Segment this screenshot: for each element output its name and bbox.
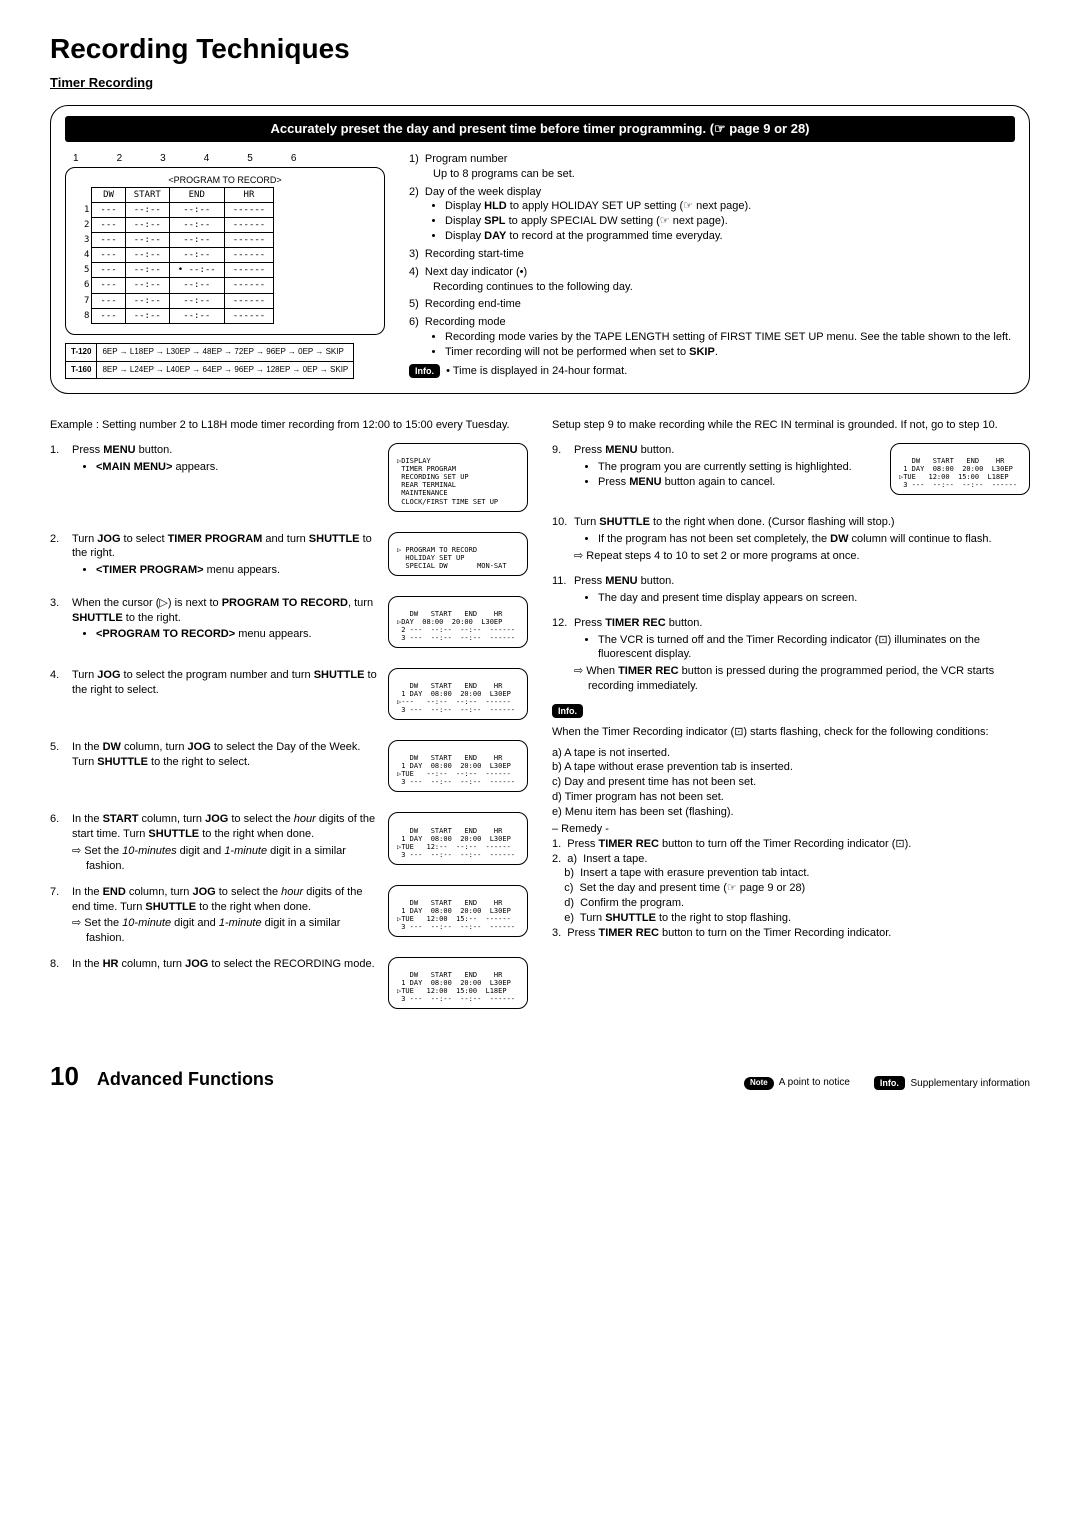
setup9-text: Setup step 9 to make recording while the… [552,418,1030,433]
tape-mode-table: T-1206EP → L18EP → L30EP → 48EP → 72EP →… [65,343,354,380]
steps-left: 1.Press MENU button.<MAIN MENU> appears.… [50,443,528,1019]
preset-banner: Accurately preset the day and present ti… [65,116,1015,142]
column-number-labels: 123456 [65,152,385,166]
program-table: DWSTARTENDHR1-----:----:--------2-----:-… [76,187,274,324]
page-number: 10 [50,1059,79,1094]
info-badge-footer: Info. [874,1076,905,1090]
info-time-note: Time is displayed in 24-hour format. [453,365,627,377]
note-badge: Note [744,1077,774,1090]
remedy-label: – Remedy - [552,822,1030,837]
screen-title: <PROGRAM TO RECORD> [76,174,374,186]
example-text: Example : Setting number 2 to L18H mode … [50,418,528,433]
info-badge: Info. [409,364,440,378]
section-name: Advanced Functions [97,1067,274,1091]
note-text: A point to notice [779,1077,850,1088]
page-title: Recording Techniques [50,30,1030,68]
flashing-intro: When the Timer Recording indicator (⊡) s… [552,725,1030,740]
info-badge-2: Info. [552,704,583,718]
preset-banner-box: Accurately preset the day and present ti… [50,105,1030,394]
conditions-list: a) A tape is not inserted.b) A tape with… [552,746,1030,820]
footer: 10 Advanced Functions Note A point to no… [50,1059,1030,1094]
program-record-screen: <PROGRAM TO RECORD> DWSTARTENDHR1-----:-… [65,167,385,334]
legend-list: 1) Program numberUp to 8 programs can be… [409,152,1015,360]
info-text: Supplementary information [910,1078,1030,1089]
steps-right: 9.Press MENU button.The program you are … [552,443,1030,694]
remedies-list: 1. Press TIMER REC button to turn off th… [552,837,1030,941]
subtitle: Timer Recording [50,74,1030,92]
